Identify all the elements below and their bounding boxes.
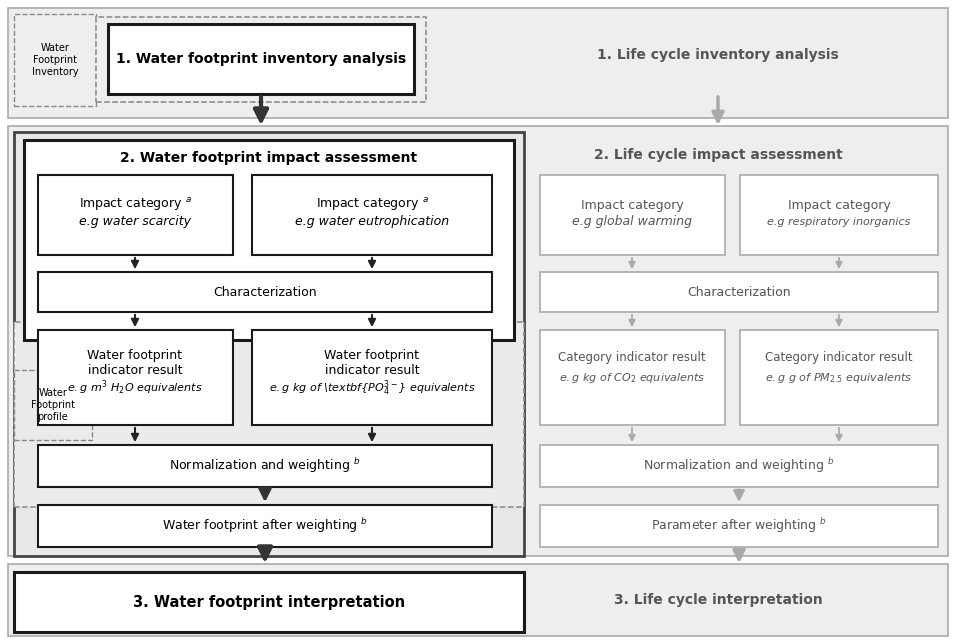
Bar <box>38 505 492 547</box>
Bar <box>14 14 96 106</box>
Bar <box>540 445 938 487</box>
Text: $e.g\ kg\ of\ $\textbf{$PO_4^{3-}$}$\ equivalents$: $e.g\ kg\ of\ $\textbf{$PO_4^{3-}$}$\ eq… <box>269 378 475 398</box>
Text: $e.g\ g\ of\ PM_{2.5}\ equivalents$: $e.g\ g\ of\ PM_{2.5}\ equivalents$ <box>766 371 913 385</box>
Text: $e.g\ kg\ of\ CO_2\ equivalents$: $e.g\ kg\ of\ CO_2\ equivalents$ <box>559 371 706 385</box>
Text: e.g water eutrophication: e.g water eutrophication <box>295 215 449 228</box>
Bar <box>38 272 492 312</box>
Text: Category indicator result: Category indicator result <box>765 352 913 365</box>
Bar <box>108 24 414 94</box>
Text: Water footprint after weighting $^b$: Water footprint after weighting $^b$ <box>162 516 368 536</box>
Bar <box>540 505 938 547</box>
Text: indicator result: indicator result <box>325 363 420 377</box>
Text: Impact category $^a$: Impact category $^a$ <box>315 197 428 213</box>
Text: Impact category $^a$: Impact category $^a$ <box>78 197 191 213</box>
Bar <box>540 272 938 312</box>
Bar <box>8 564 948 636</box>
Text: 1. Life cycle inventory analysis: 1. Life cycle inventory analysis <box>598 48 838 62</box>
Text: Water
Footprint
Inventory: Water Footprint Inventory <box>32 43 78 77</box>
Bar <box>14 370 92 440</box>
Text: 3. Life cycle interpretation: 3. Life cycle interpretation <box>614 593 822 607</box>
Bar <box>38 445 492 487</box>
Text: Water footprint: Water footprint <box>324 349 420 361</box>
Bar <box>252 175 492 255</box>
Bar <box>14 132 524 556</box>
Text: 2. Water footprint impact assessment: 2. Water footprint impact assessment <box>120 151 418 165</box>
Bar <box>540 330 725 425</box>
Text: Normalization and weighting $^b$: Normalization and weighting $^b$ <box>643 457 835 475</box>
Bar <box>96 17 426 102</box>
Bar <box>38 175 233 255</box>
Bar <box>8 126 948 556</box>
Text: Water
Footprint
profile: Water Footprint profile <box>31 388 75 422</box>
Text: 3. Water footprint interpretation: 3. Water footprint interpretation <box>133 595 405 610</box>
Text: indicator result: indicator result <box>88 363 183 377</box>
Text: $e.g\ m^3\ H_2O\ equivalents$: $e.g\ m^3\ H_2O\ equivalents$ <box>67 379 203 397</box>
Text: 2. Life cycle impact assessment: 2. Life cycle impact assessment <box>594 148 842 162</box>
Text: Parameter after weighting $^b$: Parameter after weighting $^b$ <box>651 516 827 536</box>
Bar <box>24 140 514 340</box>
Text: 1. Water footprint inventory analysis: 1. Water footprint inventory analysis <box>116 52 406 66</box>
Bar <box>38 330 233 425</box>
Bar <box>740 330 938 425</box>
Text: Category indicator result: Category indicator result <box>558 352 706 365</box>
Text: Water footprint: Water footprint <box>88 349 183 361</box>
Bar <box>540 175 725 255</box>
Text: e.g respiratory inorganics: e.g respiratory inorganics <box>768 217 911 227</box>
Text: Normalization and weighting $^b$: Normalization and weighting $^b$ <box>169 457 360 475</box>
Bar <box>14 322 524 507</box>
Text: Characterization: Characterization <box>213 285 316 298</box>
Bar <box>14 572 524 632</box>
Bar <box>252 330 492 425</box>
Bar <box>740 175 938 255</box>
Text: Impact category: Impact category <box>580 199 684 212</box>
Text: e.g water scarcity: e.g water scarcity <box>79 215 191 228</box>
Bar <box>8 8 948 118</box>
Text: Characterization: Characterization <box>687 285 791 298</box>
Text: e.g global warming: e.g global warming <box>572 215 692 228</box>
Text: Impact category: Impact category <box>788 199 890 212</box>
